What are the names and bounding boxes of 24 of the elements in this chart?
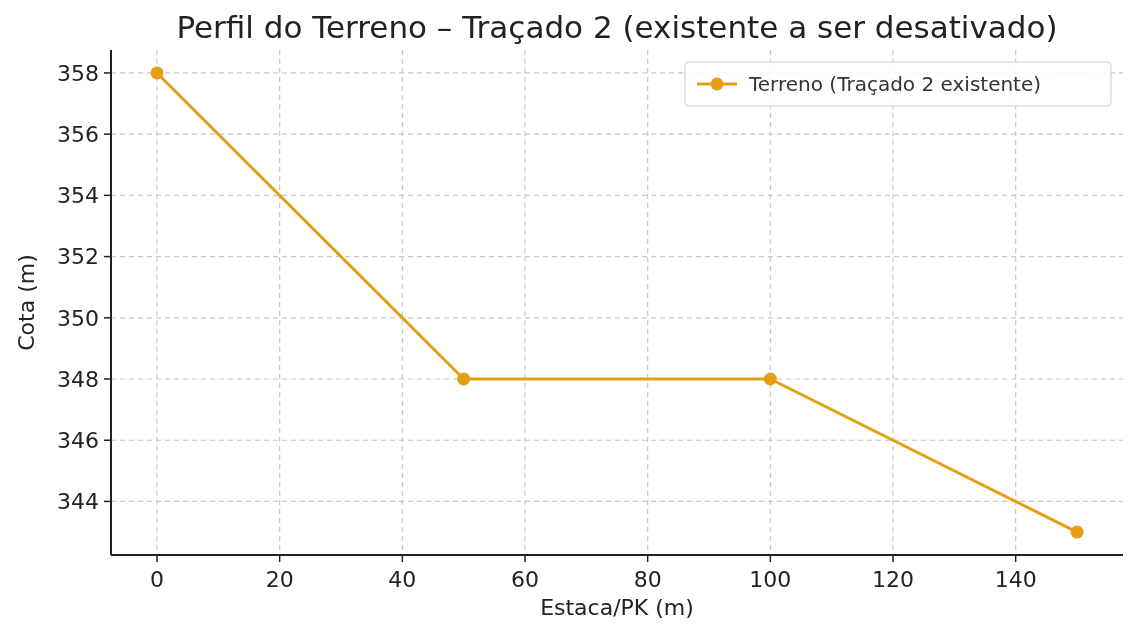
x-tick-label: 60	[511, 567, 539, 592]
x-tick-label: 80	[633, 567, 662, 592]
legend-label: Terreno (Traçado 2 existente)	[748, 72, 1042, 96]
x-tick-label: 100	[749, 567, 792, 592]
y-tick-label: 356	[57, 121, 99, 147]
x-axis-title: Estaca/PK (m)	[540, 595, 694, 620]
chart-title: Perfil do Terreno – Traçado 2 (existente a ser desativado)	[176, 9, 1058, 45]
y-tick-label: 346	[57, 427, 99, 453]
point	[150, 66, 164, 80]
y-tick-label: 358	[57, 60, 99, 86]
y-tick-label: 348	[57, 366, 99, 392]
x-tick-label: 140	[994, 567, 1037, 592]
x-tick-label: 40	[388, 567, 417, 592]
y-tick-label: 352	[57, 244, 99, 270]
point	[457, 372, 471, 386]
y-tick-label: 354	[57, 183, 99, 209]
x-tick-label: 120	[872, 567, 914, 592]
point	[763, 372, 777, 386]
point	[1070, 525, 1084, 539]
y-tick-label: 344	[57, 489, 99, 515]
y-axis-title: Cota (m)	[14, 254, 39, 351]
x-tick-label: 20	[265, 567, 294, 592]
y-tick-label: 350	[57, 305, 99, 331]
x-tick-label: 0	[150, 567, 164, 592]
